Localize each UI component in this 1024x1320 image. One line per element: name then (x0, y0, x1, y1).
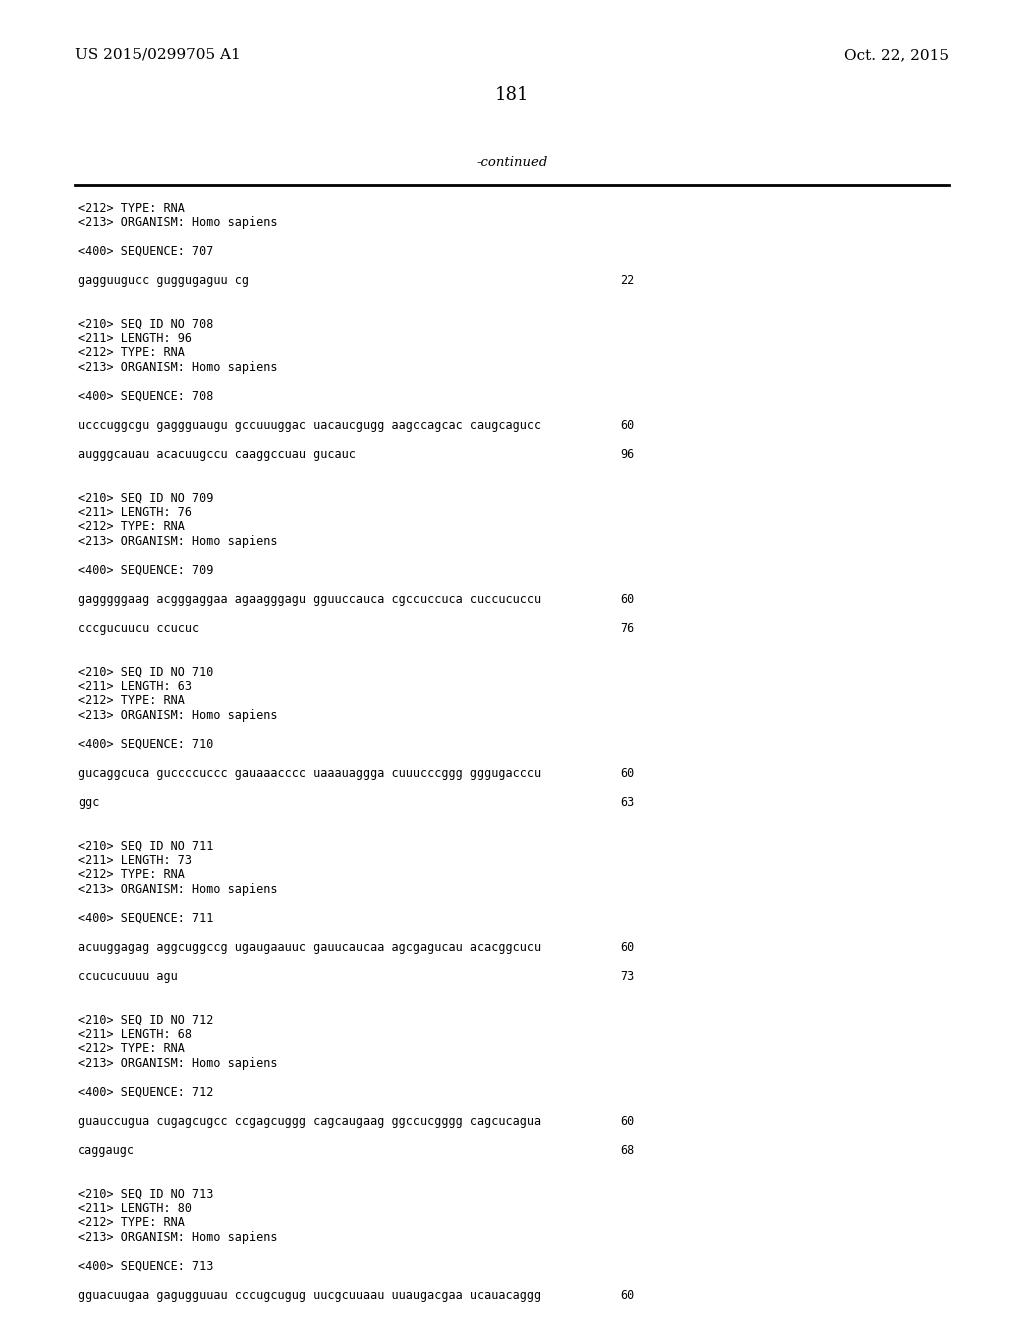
Text: <400> SEQUENCE: 711: <400> SEQUENCE: 711 (78, 912, 213, 925)
Text: cccgucuucu ccucuc: cccgucuucu ccucuc (78, 622, 199, 635)
Text: <400> SEQUENCE: 709: <400> SEQUENCE: 709 (78, 564, 213, 577)
Text: Oct. 22, 2015: Oct. 22, 2015 (844, 48, 949, 62)
Text: <400> SEQUENCE: 708: <400> SEQUENCE: 708 (78, 389, 213, 403)
Text: 60: 60 (620, 941, 634, 954)
Text: gagggggaag acgggaggaa agaagggagu gguuccauca cgccuccuca cuccucuccu: gagggggaag acgggaggaa agaagggagu gguucca… (78, 593, 541, 606)
Text: <212> TYPE: RNA: <212> TYPE: RNA (78, 346, 185, 359)
Text: <212> TYPE: RNA: <212> TYPE: RNA (78, 1217, 185, 1229)
Text: <213> ORGANISM: Homo sapiens: <213> ORGANISM: Homo sapiens (78, 1057, 278, 1071)
Text: 60: 60 (620, 1115, 634, 1129)
Text: <213> ORGANISM: Homo sapiens: <213> ORGANISM: Homo sapiens (78, 360, 278, 374)
Text: <210> SEQ ID NO 713: <210> SEQ ID NO 713 (78, 1188, 213, 1200)
Text: <211> LENGTH: 96: <211> LENGTH: 96 (78, 333, 193, 345)
Text: <212> TYPE: RNA: <212> TYPE: RNA (78, 202, 185, 214)
Text: 68: 68 (620, 1144, 634, 1158)
Text: <210> SEQ ID NO 711: <210> SEQ ID NO 711 (78, 840, 213, 853)
Text: augggcauau acacuugccu caaggccuau gucauc: augggcauau acacuugccu caaggccuau gucauc (78, 447, 356, 461)
Text: gagguugucc guggugaguu cg: gagguugucc guggugaguu cg (78, 275, 249, 286)
Text: gguacuugaa gagugguuau cccugcugug uucgcuuaau uuaugacgaa ucauacaggg: gguacuugaa gagugguuau cccugcugug uucgcuu… (78, 1290, 541, 1302)
Text: gucaggcuca guccccuccc gauaaacccc uaaauaggga cuuucccggg gggugacccu: gucaggcuca guccccuccc gauaaacccc uaaauag… (78, 767, 541, 780)
Text: caggaugc: caggaugc (78, 1144, 135, 1158)
Text: <211> LENGTH: 80: <211> LENGTH: 80 (78, 1203, 193, 1214)
Text: <210> SEQ ID NO 712: <210> SEQ ID NO 712 (78, 1014, 213, 1027)
Text: <212> TYPE: RNA: <212> TYPE: RNA (78, 1043, 185, 1056)
Text: <211> LENGTH: 73: <211> LENGTH: 73 (78, 854, 193, 867)
Text: -continued: -continued (476, 157, 548, 169)
Text: <210> SEQ ID NO 710: <210> SEQ ID NO 710 (78, 665, 213, 678)
Text: <210> SEQ ID NO 709: <210> SEQ ID NO 709 (78, 491, 213, 504)
Text: acuuggagag aggcuggccg ugaugaauuc gauucaucaa agcgagucau acacggcucu: acuuggagag aggcuggccg ugaugaauuc gauucau… (78, 941, 541, 954)
Text: 63: 63 (620, 796, 634, 809)
Text: <213> ORGANISM: Homo sapiens: <213> ORGANISM: Homo sapiens (78, 1232, 278, 1243)
Text: <212> TYPE: RNA: <212> TYPE: RNA (78, 520, 185, 533)
Text: <400> SEQUENCE: 712: <400> SEQUENCE: 712 (78, 1086, 213, 1100)
Text: guauccugua cugagcugcc ccgagcuggg cagcaugaag ggccucgggg cagcucagua: guauccugua cugagcugcc ccgagcuggg cagcaug… (78, 1115, 541, 1129)
Text: 60: 60 (620, 1290, 634, 1302)
Text: 76: 76 (620, 622, 634, 635)
Text: 60: 60 (620, 418, 634, 432)
Text: <212> TYPE: RNA: <212> TYPE: RNA (78, 869, 185, 882)
Text: ccucucuuuu agu: ccucucuuuu agu (78, 970, 178, 983)
Text: <211> LENGTH: 76: <211> LENGTH: 76 (78, 506, 193, 519)
Text: <212> TYPE: RNA: <212> TYPE: RNA (78, 694, 185, 708)
Text: <213> ORGANISM: Homo sapiens: <213> ORGANISM: Homo sapiens (78, 709, 278, 722)
Text: <400> SEQUENCE: 713: <400> SEQUENCE: 713 (78, 1261, 213, 1272)
Text: <400> SEQUENCE: 707: <400> SEQUENCE: 707 (78, 246, 213, 257)
Text: US 2015/0299705 A1: US 2015/0299705 A1 (75, 48, 241, 62)
Text: <213> ORGANISM: Homo sapiens: <213> ORGANISM: Homo sapiens (78, 883, 278, 896)
Text: 181: 181 (495, 86, 529, 104)
Text: <211> LENGTH: 63: <211> LENGTH: 63 (78, 680, 193, 693)
Text: 73: 73 (620, 970, 634, 983)
Text: <213> ORGANISM: Homo sapiens: <213> ORGANISM: Homo sapiens (78, 216, 278, 228)
Text: <400> SEQUENCE: 710: <400> SEQUENCE: 710 (78, 738, 213, 751)
Text: <211> LENGTH: 68: <211> LENGTH: 68 (78, 1028, 193, 1041)
Text: 22: 22 (620, 275, 634, 286)
Text: 96: 96 (620, 447, 634, 461)
Text: <210> SEQ ID NO 708: <210> SEQ ID NO 708 (78, 318, 213, 330)
Text: ggc: ggc (78, 796, 99, 809)
Text: <213> ORGANISM: Homo sapiens: <213> ORGANISM: Homo sapiens (78, 535, 278, 548)
Text: 60: 60 (620, 593, 634, 606)
Text: ucccuggcgu gaggguaugu gccuuuggac uacaucgugg aagccagcac caugcagucc: ucccuggcgu gaggguaugu gccuuuggac uacaucg… (78, 418, 541, 432)
Text: 60: 60 (620, 767, 634, 780)
